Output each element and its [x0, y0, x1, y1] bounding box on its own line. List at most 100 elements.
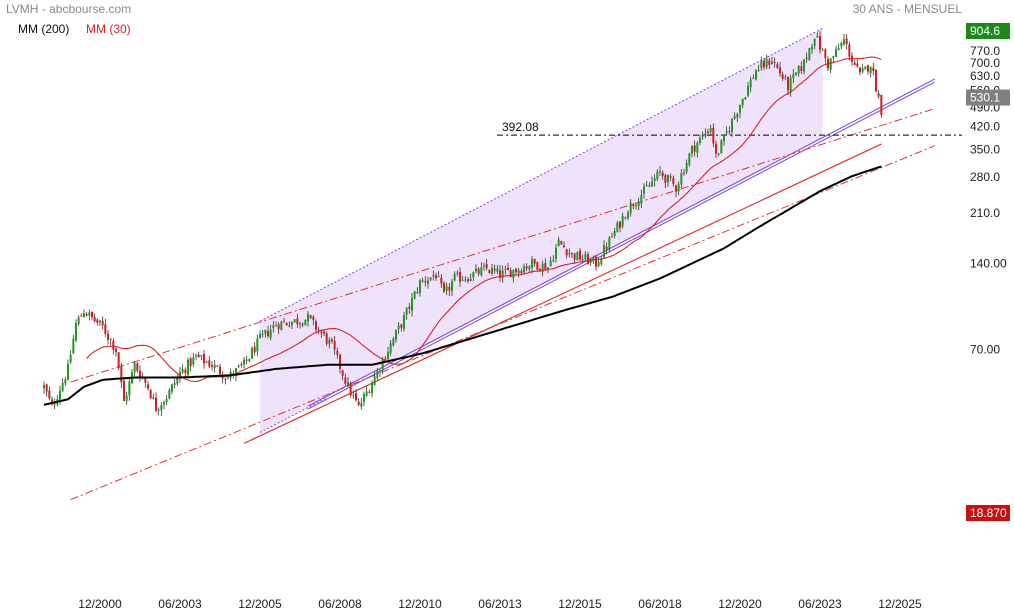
candle[interactable]: [722, 134, 725, 146]
candle[interactable]: [501, 265, 504, 283]
candle[interactable]: [805, 52, 808, 63]
candle[interactable]: [626, 210, 629, 221]
candle[interactable]: [773, 57, 776, 68]
candle[interactable]: [309, 314, 312, 320]
candle[interactable]: [421, 277, 424, 283]
candle[interactable]: [53, 398, 56, 410]
candle[interactable]: [661, 170, 664, 180]
candle[interactable]: [349, 381, 352, 398]
channel-lower-line-2[interactable]: [307, 81, 935, 410]
candle[interactable]: [813, 38, 816, 50]
candle[interactable]: [296, 313, 299, 328]
candle[interactable]: [442, 281, 445, 294]
candle[interactable]: [738, 104, 741, 118]
candle[interactable]: [594, 254, 597, 271]
candle[interactable]: [224, 377, 227, 385]
candle[interactable]: [845, 33, 848, 50]
candle[interactable]: [469, 273, 472, 282]
candle[interactable]: [544, 258, 547, 271]
candle[interactable]: [277, 321, 280, 335]
candle[interactable]: [674, 184, 677, 198]
candle[interactable]: [240, 361, 243, 368]
candle[interactable]: [64, 377, 67, 387]
candle[interactable]: [560, 240, 563, 245]
candle[interactable]: [170, 383, 173, 395]
candle[interactable]: [74, 319, 77, 343]
candle[interactable]: [152, 393, 155, 400]
candle[interactable]: [589, 257, 592, 266]
candle[interactable]: [776, 62, 779, 69]
candle[interactable]: [325, 331, 328, 347]
candle[interactable]: [464, 276, 467, 283]
candle[interactable]: [101, 316, 104, 330]
candle[interactable]: [770, 56, 773, 65]
candle[interactable]: [181, 364, 184, 375]
candle[interactable]: [680, 169, 683, 189]
candle[interactable]: [688, 152, 691, 167]
candle[interactable]: [658, 165, 661, 176]
candle[interactable]: [664, 173, 667, 189]
candle[interactable]: [842, 33, 845, 46]
candle[interactable]: [714, 140, 717, 158]
candle[interactable]: [66, 359, 69, 381]
candle[interactable]: [858, 66, 861, 76]
candle[interactable]: [197, 351, 200, 358]
candle[interactable]: [477, 266, 480, 277]
candle[interactable]: [336, 347, 339, 359]
candle[interactable]: [645, 180, 648, 187]
candle[interactable]: [280, 320, 283, 331]
candle[interactable]: [314, 319, 317, 334]
candle[interactable]: [130, 368, 133, 385]
candle[interactable]: [274, 321, 277, 327]
candle[interactable]: [306, 311, 309, 327]
candle[interactable]: [440, 274, 443, 289]
candle[interactable]: [605, 242, 608, 255]
candle[interactable]: [800, 61, 803, 74]
candle[interactable]: [429, 277, 432, 282]
candle[interactable]: [264, 329, 267, 338]
candle[interactable]: [210, 361, 213, 371]
candle[interactable]: [741, 98, 744, 109]
candle[interactable]: [104, 318, 107, 337]
candle[interactable]: [458, 267, 461, 288]
candle[interactable]: [720, 139, 723, 154]
candle[interactable]: [701, 131, 704, 140]
candle[interactable]: [205, 360, 208, 363]
candle[interactable]: [453, 271, 456, 282]
candle[interactable]: [456, 270, 459, 277]
candle[interactable]: [797, 65, 800, 77]
candle[interactable]: [746, 81, 749, 98]
candle[interactable]: [373, 371, 376, 386]
ma200-line[interactable]: [43, 165, 882, 406]
candle[interactable]: [466, 276, 469, 284]
candle[interactable]: [288, 321, 291, 328]
candle[interactable]: [618, 220, 621, 233]
candle[interactable]: [106, 330, 109, 345]
candle[interactable]: [258, 330, 261, 339]
candle[interactable]: [866, 64, 869, 75]
candle[interactable]: [376, 368, 379, 380]
candle[interactable]: [490, 263, 493, 276]
candle[interactable]: [754, 69, 757, 81]
candle[interactable]: [354, 388, 357, 402]
candle[interactable]: [608, 236, 611, 253]
candle[interactable]: [344, 373, 347, 386]
candle[interactable]: [293, 319, 296, 323]
outer-trend-line-1[interactable]: [70, 108, 935, 383]
candle[interactable]: [61, 378, 64, 392]
candle[interactable]: [397, 322, 400, 334]
candle[interactable]: [120, 362, 123, 388]
candle[interactable]: [357, 398, 360, 407]
candle[interactable]: [581, 254, 584, 262]
candle[interactable]: [709, 124, 712, 136]
candle[interactable]: [637, 197, 640, 211]
candle[interactable]: [824, 47, 827, 64]
candle[interactable]: [730, 117, 733, 137]
candle[interactable]: [333, 335, 336, 355]
candle[interactable]: [752, 74, 755, 80]
candle[interactable]: [578, 247, 581, 261]
candle[interactable]: [136, 361, 139, 373]
candle[interactable]: [853, 60, 856, 66]
candle[interactable]: [328, 337, 331, 349]
candle[interactable]: [728, 126, 731, 135]
